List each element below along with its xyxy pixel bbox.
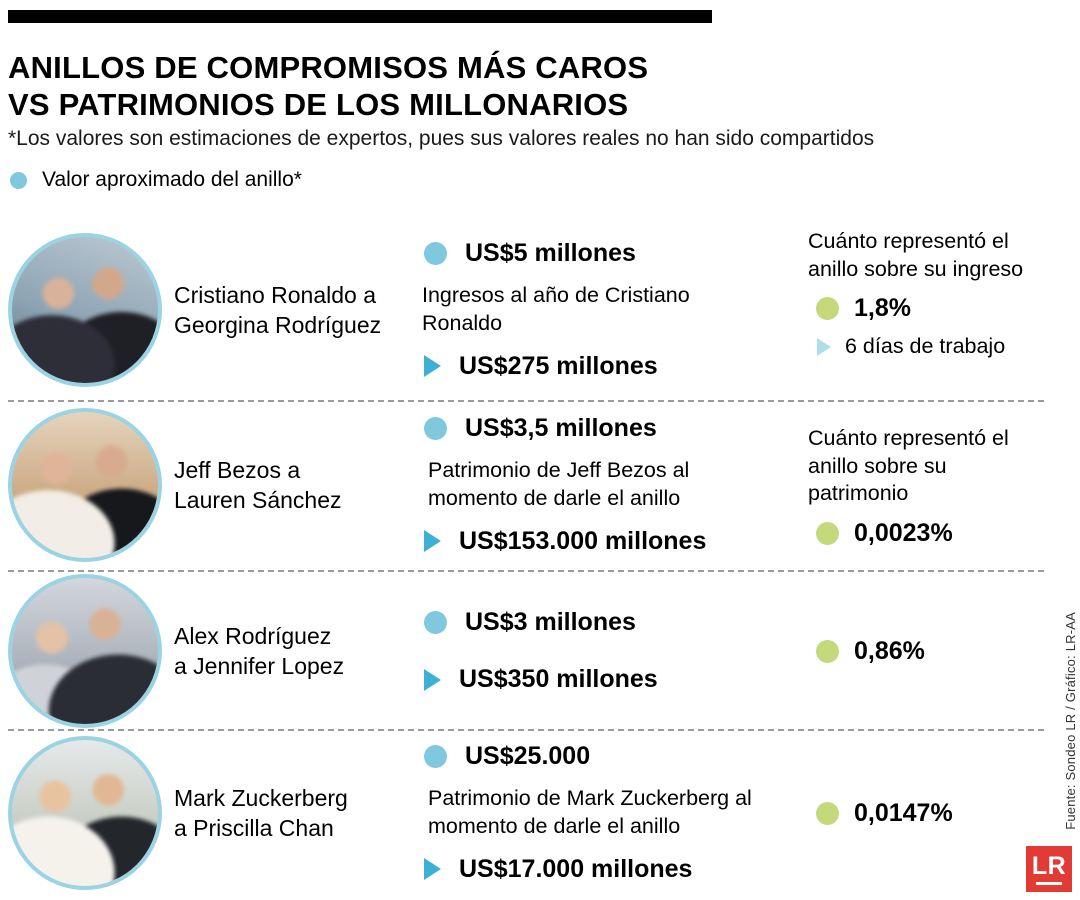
ring-and-networth-block: US$3 millones US$350 millones	[416, 608, 808, 694]
arrow-triangle-icon	[424, 530, 441, 553]
ratio-value: 1,8%	[854, 294, 911, 323]
row-zuckerberg-chan: Mark Zuckerberg a Priscilla Chan US$25.0…	[8, 732, 1048, 894]
ring-and-networth-block: US$25.000 Patrimonio de Mark Zuckerberg …	[416, 742, 808, 883]
ring-value-dot-icon	[424, 745, 447, 769]
couple-name-line2: a Priscilla Chan	[174, 815, 334, 841]
ring-value-dot-icon	[424, 417, 447, 441]
row-cristiano-georgina: Cristiano Ronaldo a Georgina Rodríguez U…	[8, 224, 1048, 396]
arrow-triangle-icon	[424, 858, 441, 881]
couple-photo	[8, 233, 162, 387]
networth-label: Patrimonio de Jeff Bezos al momento de d…	[428, 458, 690, 510]
legend: Valor aproximado del anillo*	[10, 168, 302, 192]
couple-photo	[8, 736, 162, 890]
networth-value: US$350 millones	[459, 665, 658, 693]
photo-cell	[8, 408, 174, 562]
row-separator	[8, 729, 1044, 731]
couple-name: Cristiano Ronaldo a Georgina Rodríguez	[174, 280, 416, 341]
photo-cell	[8, 574, 174, 728]
ratio-value-line: 1,8%	[808, 294, 1048, 323]
ring-value: US$3,5 millones	[465, 414, 657, 443]
ring-value: US$3 millones	[465, 608, 636, 636]
row-bezos-sanchez: Jeff Bezos a Lauren Sánchez US$3,5 millo…	[8, 403, 1048, 567]
couple-name-line2: Georgina Rodríguez	[174, 312, 382, 338]
workdays-label: 6 días de trabajo	[845, 334, 1006, 359]
networth-value-line: US$153.000 millones	[418, 527, 808, 556]
row-arod-jlo: Alex Rodríguez a Jennifer Lopez US$3 mil…	[8, 574, 1048, 728]
ring-value-line: US$25.000	[418, 742, 808, 771]
percent-dot-icon	[816, 521, 839, 545]
lr-logo: LR	[1026, 846, 1072, 892]
ring-value: US$25.000	[465, 742, 591, 771]
networth-value: US$153.000 millones	[459, 526, 707, 555]
ring-value-dot-icon	[424, 611, 447, 634]
ratio-block: 0,0147%	[808, 799, 1048, 828]
couple-name-line2: Lauren Sánchez	[174, 487, 342, 513]
ratio-value: 0,86%	[854, 636, 925, 665]
ratio-block: 0,86%	[808, 637, 1048, 666]
ring-value-line: US$3 millones	[418, 608, 808, 637]
ring-value: US$5 millones	[465, 239, 636, 268]
workdays-triangle-icon	[817, 337, 831, 356]
ring-value-line: US$3,5 millones	[418, 414, 808, 443]
lr-logo-rule	[1036, 881, 1062, 885]
networth-label: Patrimonio de Mark Zuckerberg al momento…	[428, 786, 752, 838]
couple-name: Alex Rodríguez a Jennifer Lopez	[174, 621, 416, 682]
workdays-line: 6 días de trabajo	[808, 334, 1048, 359]
networth-value-line: US$350 millones	[418, 665, 808, 694]
row-separator	[8, 400, 1044, 402]
couple-name: Jeff Bezos a Lauren Sánchez	[174, 455, 416, 516]
page-title: ANILLOS DE COMPROMISOS MÁS CAROS VS PATR…	[8, 49, 648, 123]
arrow-triangle-icon	[424, 668, 441, 691]
ring-value-line: US$5 millones	[418, 239, 808, 268]
percent-dot-icon	[816, 297, 839, 321]
lr-logo-text: LR	[1031, 851, 1067, 880]
ratio-value: 0,0147%	[854, 798, 953, 827]
photo-cell	[8, 233, 174, 387]
page-title-line2: VS PATRIMONIOS DE LOS MILLONARIOS	[8, 86, 629, 122]
ring-value-dot-icon	[424, 242, 447, 266]
income-value-line: US$275 millones	[418, 352, 808, 381]
ring-and-income-block: US$5 millones Ingresos al año de Cristia…	[416, 239, 808, 380]
ratio-value-line: 0,86%	[808, 637, 1048, 666]
row-separator	[8, 570, 1044, 572]
arrow-triangle-icon	[424, 355, 441, 378]
ratio-value-line: 0,0147%	[808, 799, 1048, 828]
ring-and-networth-block: US$3,5 millones Patrimonio de Jeff Bezos…	[416, 414, 808, 555]
couple-name-line1: Jeff Bezos a	[174, 456, 301, 483]
percent-dot-icon	[816, 801, 839, 825]
couple-name: Mark Zuckerberg a Priscilla Chan	[174, 783, 416, 844]
couple-photo	[8, 408, 162, 562]
disclaimer-note: *Los valores son estimaciones de experto…	[8, 127, 875, 150]
ratio-block: Cuánto representó el anillo sobre su pat…	[808, 403, 1048, 548]
ring-value-dot-icon	[10, 171, 27, 189]
ratio-value: 0,0023%	[854, 518, 953, 547]
couple-name-line1: Mark Zuckerberg	[174, 784, 348, 811]
top-black-bar	[8, 10, 712, 23]
income-label: Ingresos al año de Cristiano Ronaldo	[422, 283, 690, 335]
networth-value-line: US$17.000 millones	[418, 855, 808, 884]
couple-photo	[8, 574, 162, 728]
percent-dot-icon	[816, 639, 839, 663]
source-credit: Fuente: Sondeo LR / Gráfico: LR-AA	[1063, 612, 1078, 830]
couple-name-line1: Cristiano Ronaldo a	[174, 281, 377, 308]
couple-name-line1: Alex Rodríguez	[174, 622, 332, 649]
income-value: US$275 millones	[459, 351, 658, 380]
ratio-block: Cuánto representó el anillo sobre su ing…	[808, 224, 1048, 359]
legend-label: Valor aproximado del anillo*	[42, 168, 302, 191]
ratio-value-line: 0,0023%	[808, 519, 1048, 548]
couple-name-line2: a Jennifer Lopez	[174, 653, 345, 679]
page-title-line1: ANILLOS DE COMPROMISOS MÁS CAROS	[8, 49, 649, 85]
ratio-title: Cuánto representó el anillo sobre su pat…	[808, 426, 1009, 506]
networth-value: US$17.000 millones	[459, 854, 693, 883]
ratio-title: Cuánto representó el anillo sobre su ing…	[808, 229, 1024, 281]
photo-cell	[8, 736, 174, 890]
